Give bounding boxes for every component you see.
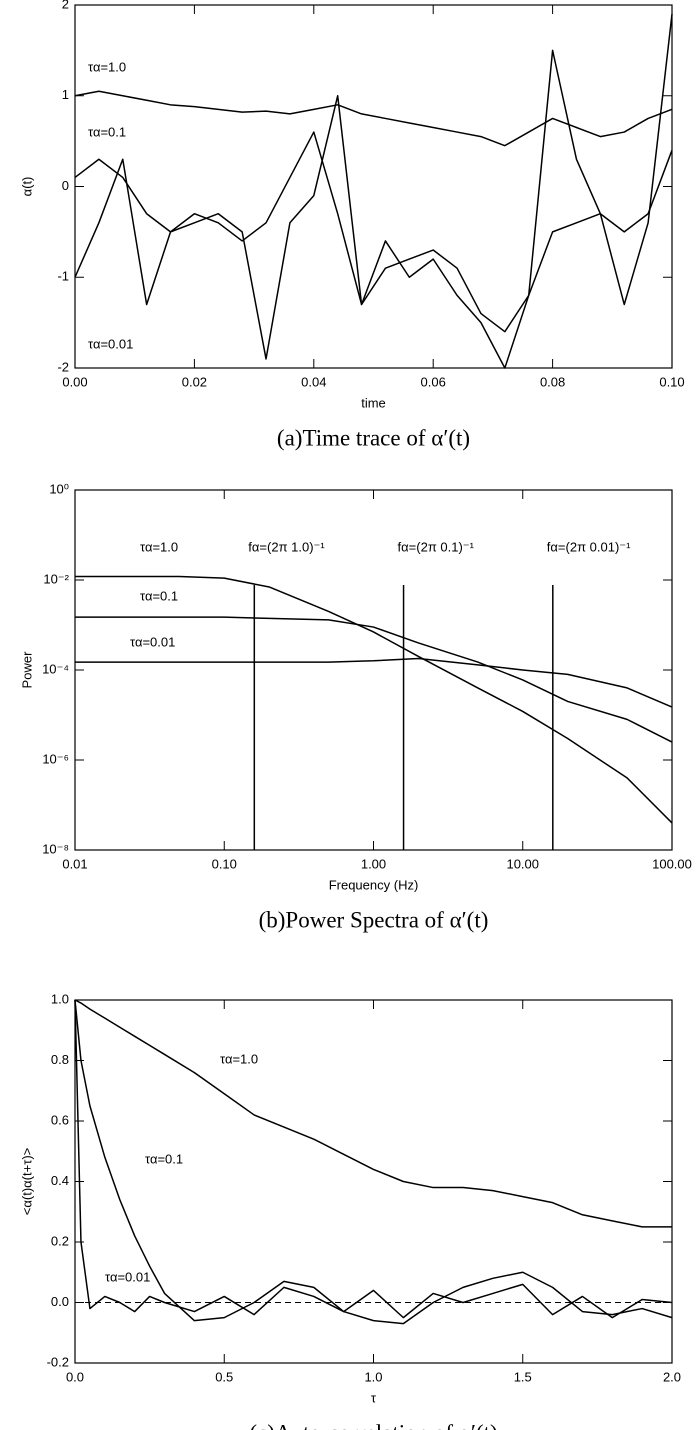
y-tick-label: 10⁻⁴	[42, 661, 69, 676]
y-tick-label: 0.2	[51, 1233, 69, 1248]
caption: (c)Auto-correlation of α′(t)	[249, 1420, 497, 1430]
series-label: τα=1.0	[140, 539, 178, 554]
y-axis-label: α(t)	[19, 177, 34, 197]
x-tick-label: 0.04	[301, 374, 326, 389]
x-axis-label: Frequency (Hz)	[329, 877, 419, 892]
y-tick-label: 10⁰	[49, 481, 69, 496]
x-axis-label: time	[361, 395, 386, 410]
y-tick-label: 1	[62, 87, 69, 102]
series-line	[74, 999, 673, 1325]
series-line	[74, 13, 673, 369]
x-tick-label: 0.08	[540, 374, 565, 389]
y-tick-label: -2	[57, 359, 69, 374]
x-tick-label: 0.0	[66, 1369, 84, 1384]
series-line	[75, 575, 673, 824]
series-label: τα=1.0	[88, 59, 126, 74]
y-tick-label: 10⁻⁸	[42, 841, 69, 856]
series-label: τα=0.1	[140, 588, 178, 603]
y-tick-label: 10⁻⁶	[42, 751, 69, 766]
x-axis-label: τ	[371, 1390, 377, 1405]
x-tick-label: 0.01	[62, 856, 87, 871]
series-line	[74, 90, 673, 147]
caption: (a)Time trace of α′(t)	[277, 425, 470, 450]
x-tick-label: 0.5	[215, 1369, 233, 1384]
y-tick-label: 0.8	[51, 1052, 69, 1067]
series-label: τα=0.1	[145, 1151, 183, 1166]
series-label: τα=0.01	[105, 1269, 150, 1284]
marker-label: fα=(2π 0.1)⁻¹	[398, 539, 475, 554]
y-axis-label: <α(t)α(t+τ)>	[19, 1148, 34, 1215]
plot-frame	[74, 4, 673, 369]
y-tick-label: 0	[62, 178, 69, 193]
y-tick-label: 10⁻²	[43, 571, 69, 586]
y-tick-label: -0.2	[47, 1354, 69, 1369]
y-tick-label: 0.6	[51, 1112, 69, 1127]
series-line	[74, 999, 672, 1228]
y-tick-label: 0.4	[51, 1173, 69, 1188]
x-tick-label: 1.5	[514, 1369, 532, 1384]
series-line	[75, 657, 673, 708]
x-tick-label: 1.00	[361, 856, 386, 871]
y-axis-label: Power	[19, 651, 34, 689]
y-tick-label: -1	[57, 269, 69, 284]
series-label: τα=0.01	[130, 634, 175, 649]
y-tick-label: 0.0	[51, 1294, 69, 1309]
x-tick-label: 0.02	[182, 374, 207, 389]
y-tick-label: 1.0	[51, 991, 69, 1006]
series-label: τα=0.1	[88, 124, 126, 139]
x-tick-label: 1.0	[364, 1369, 382, 1384]
x-tick-label: 2.0	[663, 1369, 681, 1384]
x-tick-label: 0.10	[212, 856, 237, 871]
series-line	[74, 999, 673, 1319]
series-label: τα=1.0	[220, 1051, 258, 1066]
x-tick-label: 0.00	[62, 374, 87, 389]
marker-label: fα=(2π 1.0)⁻¹	[248, 539, 325, 554]
y-tick-label: 2	[62, 0, 69, 11]
x-tick-label: 100.00	[652, 856, 692, 871]
series-line	[75, 616, 673, 743]
series-line	[74, 131, 673, 333]
x-tick-label: 0.06	[421, 374, 446, 389]
x-tick-label: 10.00	[506, 856, 539, 871]
marker-label: fα=(2π 0.01)⁻¹	[547, 539, 631, 554]
caption: (b)Power Spectra of α′(t)	[259, 907, 489, 932]
series-label: τα=0.01	[88, 336, 133, 351]
x-tick-label: 0.10	[659, 374, 684, 389]
